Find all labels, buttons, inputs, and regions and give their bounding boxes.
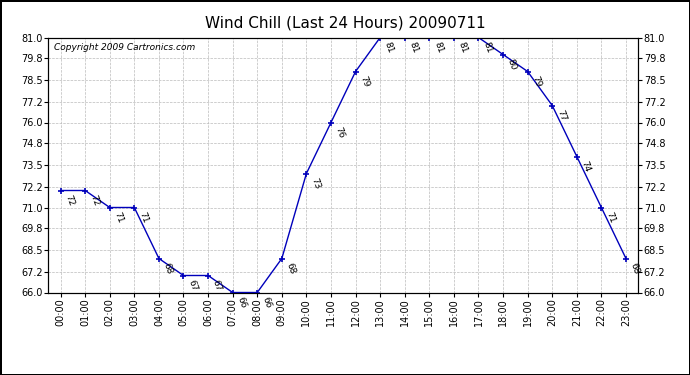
Text: 66: 66 bbox=[260, 295, 273, 309]
Text: 67: 67 bbox=[186, 278, 199, 292]
Text: 66: 66 bbox=[235, 295, 248, 309]
Text: 72: 72 bbox=[63, 193, 76, 207]
Text: 72: 72 bbox=[88, 193, 100, 207]
Text: 71: 71 bbox=[137, 210, 150, 224]
Text: 79: 79 bbox=[531, 74, 543, 88]
Text: 81: 81 bbox=[457, 40, 469, 54]
Text: 79: 79 bbox=[358, 74, 371, 88]
Text: 68: 68 bbox=[161, 261, 174, 275]
Text: 80: 80 bbox=[506, 57, 518, 71]
Text: 81: 81 bbox=[383, 40, 395, 54]
Text: 77: 77 bbox=[555, 108, 567, 122]
Text: 71: 71 bbox=[112, 210, 125, 224]
Text: 81: 81 bbox=[408, 40, 420, 54]
Text: 81: 81 bbox=[432, 40, 444, 54]
Text: 76: 76 bbox=[334, 125, 346, 139]
Text: Copyright 2009 Cartronics.com: Copyright 2009 Cartronics.com bbox=[55, 43, 195, 52]
Text: 67: 67 bbox=[211, 278, 224, 292]
Text: 81: 81 bbox=[481, 40, 493, 54]
Text: 73: 73 bbox=[309, 176, 322, 190]
Text: Wind Chill (Last 24 Hours) 20090711: Wind Chill (Last 24 Hours) 20090711 bbox=[205, 15, 485, 30]
Text: 68: 68 bbox=[284, 261, 297, 275]
Text: 71: 71 bbox=[604, 210, 617, 224]
Text: 68: 68 bbox=[629, 261, 641, 275]
Text: 74: 74 bbox=[580, 159, 592, 173]
